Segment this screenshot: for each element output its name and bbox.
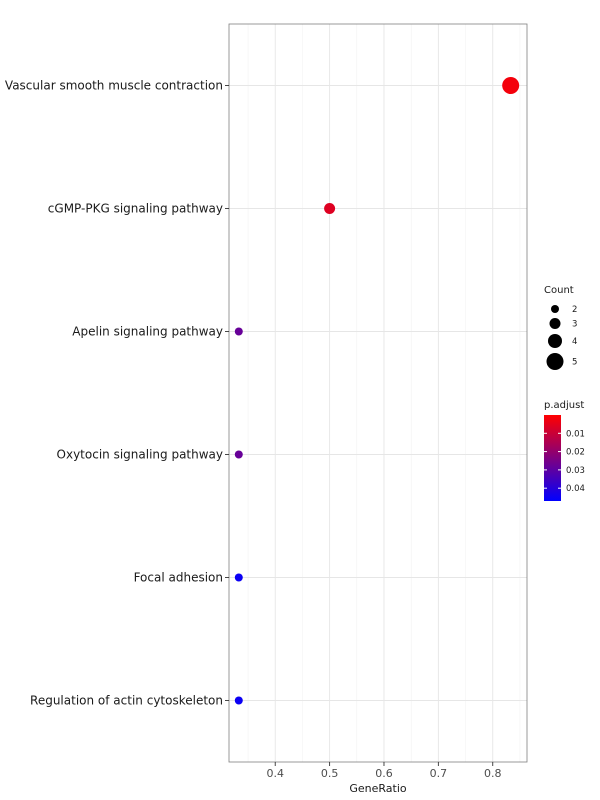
data-points	[234, 77, 520, 705]
color-legend-label: 0.03	[566, 466, 585, 476]
x-tick-label: 0.6	[375, 767, 393, 780]
size-legend-symbol	[551, 305, 559, 313]
y-category-label: Vascular smooth muscle contraction	[5, 79, 223, 93]
color-legend-label: 0.02	[566, 448, 585, 458]
x-tick-label: 0.8	[484, 767, 502, 780]
data-point	[234, 696, 243, 705]
y-category-label: Focal adhesion	[134, 571, 223, 585]
size-legend-symbol	[548, 334, 562, 348]
data-point	[234, 573, 243, 582]
color-legend-label: 0.01	[566, 429, 585, 439]
y-category-label: Regulation of actin cytoskeleton	[30, 694, 223, 708]
y-category-label: Oxytocin signaling pathway	[57, 448, 223, 462]
y-category-label: Apelin signaling pathway	[72, 325, 223, 339]
size-legend-label: 5	[572, 358, 577, 368]
data-point	[234, 327, 243, 336]
color-legend-bar	[544, 415, 561, 501]
plot-panel-border	[228, 23, 528, 763]
data-point	[502, 77, 520, 94]
y-category-label: cGMP-PKG signaling pathway	[48, 202, 223, 216]
color-legend-label: 0.04	[566, 484, 585, 494]
axes: Vascular smooth muscle contraction cGMP-P…	[5, 79, 502, 781]
x-tick-label: 0.7	[430, 767, 448, 780]
x-tick-label: 0.4	[266, 767, 284, 780]
x-tick-label: 0.5	[321, 767, 339, 780]
size-legend-title: Count	[544, 285, 574, 296]
color-legend-title: p.adjust	[544, 400, 584, 411]
data-point	[234, 450, 243, 459]
size-legend-symbol	[546, 353, 564, 370]
data-point	[324, 203, 336, 214]
size-legend-symbol	[549, 318, 561, 329]
grid-lines	[229, 24, 527, 762]
size-legend-label: 4	[572, 337, 577, 347]
size-legend-label: 2	[572, 305, 577, 315]
legends: Count 2 3 4 5 p.adjust 0.01 0.02 0.03 0.04	[544, 285, 585, 501]
size-legend-label: 3	[572, 320, 577, 330]
x-axis-title: GeneRatio	[349, 782, 407, 795]
